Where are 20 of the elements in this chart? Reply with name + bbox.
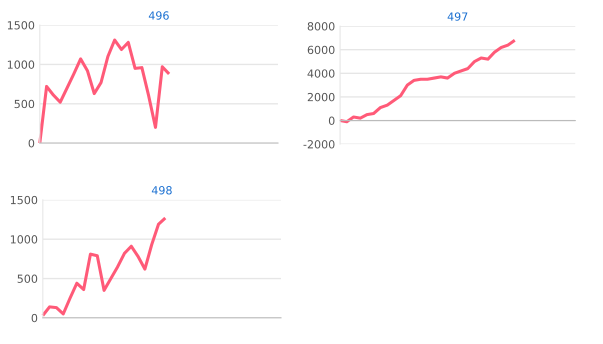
y-tick-label: 1500	[8, 21, 34, 30]
y-tick-label: 0	[32, 314, 38, 322]
y-tick-label: 2000	[308, 92, 334, 102]
y-tick-label: -2000	[303, 140, 334, 149]
y-tick-label: 0	[328, 116, 334, 125]
line-series	[38, 38, 171, 145]
y-tick-label: 0	[28, 139, 34, 148]
chart-title: 497	[448, 12, 468, 21]
chart-title: 498	[152, 186, 172, 194]
line-series	[41, 216, 167, 318]
y-tick-label: 500	[14, 100, 34, 108]
y-tick-label: 1000	[10, 235, 38, 244]
y-tick-label: 4000	[307, 69, 334, 78]
chart-title: 496	[148, 11, 169, 20]
y-tick-label: 6000	[308, 46, 334, 54]
y-tick-label: 500	[18, 274, 38, 283]
y-tick-label: 1500	[10, 196, 38, 204]
y-tick-label: 1000	[8, 60, 34, 69]
y-tick-label: 8000	[308, 22, 334, 31]
line-series	[338, 38, 516, 124]
